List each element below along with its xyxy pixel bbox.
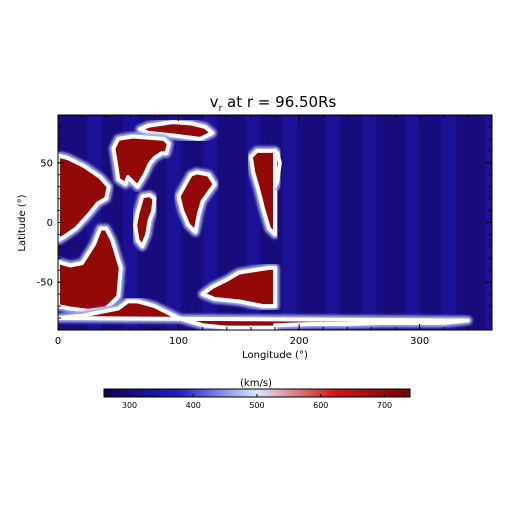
stripe xyxy=(340,115,348,330)
stripe xyxy=(470,115,479,330)
region-left-north-halo-inner xyxy=(58,153,111,243)
colorbar-tick-label: 400 xyxy=(186,401,201,410)
stripe xyxy=(463,115,471,330)
x-tick-label: 0 xyxy=(55,336,61,347)
colorbar-tick-label: 600 xyxy=(313,401,328,410)
stripe xyxy=(289,115,298,330)
region-right-edge-north-halo-inner xyxy=(248,148,277,237)
colorbar: (km/s) 300 400 500 600 700 xyxy=(103,378,411,410)
stripe xyxy=(209,115,218,330)
stripe xyxy=(405,115,413,330)
stripe xyxy=(238,115,247,330)
region-center-small-halo-inner xyxy=(133,193,157,249)
stripe xyxy=(383,115,392,330)
stripe xyxy=(361,115,370,330)
stripe xyxy=(448,115,457,330)
y-tick-label: -50 xyxy=(37,278,53,289)
title-rest: at r = 96.50Rs xyxy=(222,93,336,111)
stripe xyxy=(173,115,182,330)
stripe xyxy=(325,115,334,330)
stripe xyxy=(253,115,262,330)
stripe xyxy=(94,115,102,330)
x-tick-label: 200 xyxy=(290,336,309,347)
stripe xyxy=(217,115,225,330)
stripe xyxy=(303,115,312,330)
y-tick-label: 50 xyxy=(40,158,53,169)
colorbar-tick-label: 500 xyxy=(249,401,264,410)
stripe xyxy=(441,115,450,330)
fast-wind-regions xyxy=(58,117,473,330)
stripe xyxy=(347,115,356,330)
stripe xyxy=(426,115,435,330)
y-tick-label: 0 xyxy=(47,218,53,229)
stripe xyxy=(390,115,399,330)
stripe xyxy=(477,115,486,330)
stripe xyxy=(202,115,211,330)
region-bottom-right-band-halo-inner xyxy=(200,265,277,309)
region-right-upper-halo-inner xyxy=(176,170,217,235)
colorbar-tick-label: 700 xyxy=(377,401,392,410)
stripe xyxy=(419,115,428,330)
stripe xyxy=(101,115,110,330)
title-main: v xyxy=(210,93,219,111)
y-axis: -50 0 50 xyxy=(37,126,492,319)
chart-title: vr at r = 96.50Rs xyxy=(210,93,337,114)
stripe xyxy=(224,115,233,330)
stripe xyxy=(455,115,464,330)
stripe xyxy=(115,115,124,330)
stripe xyxy=(246,115,254,330)
x-tick-label: 300 xyxy=(410,336,429,347)
stripe xyxy=(166,115,175,330)
stripe xyxy=(152,115,160,330)
heatmap xyxy=(58,115,492,330)
stripe xyxy=(332,115,341,330)
stripe xyxy=(412,115,421,330)
stripe xyxy=(434,115,442,330)
stripe xyxy=(123,115,131,330)
stripe xyxy=(318,115,327,330)
stripe xyxy=(397,115,406,330)
x-axis: 0 100 200 300 xyxy=(55,115,493,347)
stripe xyxy=(369,115,377,330)
y-axis-label: Latitude (°) xyxy=(17,194,28,251)
colorbar-ticks: 300 400 500 600 700 xyxy=(122,394,392,410)
stripe xyxy=(311,115,319,330)
stripe xyxy=(354,115,363,330)
stripe xyxy=(108,115,117,330)
x-axis-label: Longitude (°) xyxy=(242,350,308,361)
stripe xyxy=(159,115,167,330)
colorbar-tick-label: 300 xyxy=(122,401,137,410)
colorbar-label: (km/s) xyxy=(240,378,272,389)
region-left-south-halo-inner xyxy=(58,226,123,313)
stripe xyxy=(296,115,305,330)
region-right-edge-north-wrap-halo-inner xyxy=(273,148,282,189)
stripe xyxy=(282,115,290,330)
stripe xyxy=(86,115,95,330)
title-sub: r xyxy=(219,104,223,114)
stripe xyxy=(376,115,384,330)
region-central-north-halo-inner xyxy=(111,134,171,189)
x-tick-label: 100 xyxy=(169,336,188,347)
stripe xyxy=(231,115,240,330)
